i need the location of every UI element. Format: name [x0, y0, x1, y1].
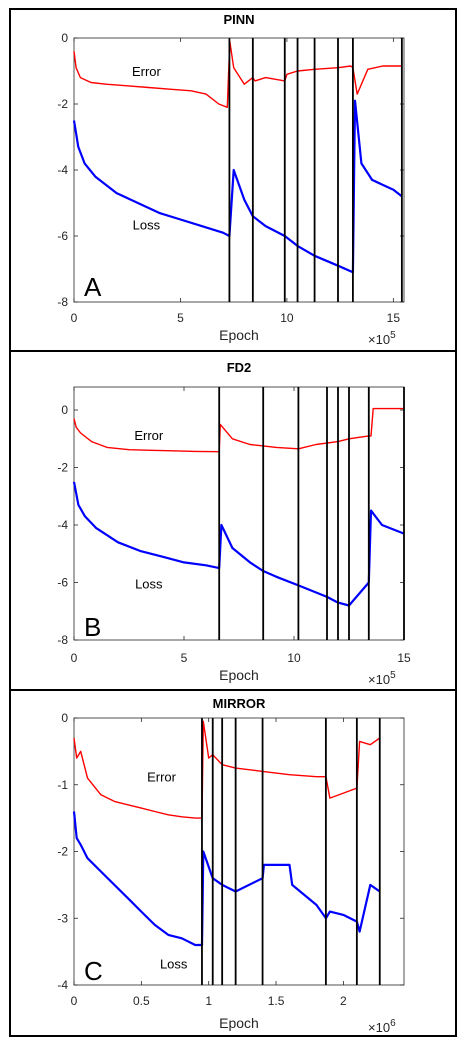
y-tick-label: -8 — [57, 295, 68, 309]
x-axis-multiplier: ×105 — [368, 330, 396, 347]
x-axis-multiplier: ×105 — [368, 670, 396, 687]
y-tick-label: 0 — [61, 711, 68, 725]
series-line-loss — [72, 481, 405, 607]
figure-frame — [9, 8, 457, 1037]
series-line-loss — [72, 99, 403, 274]
x-tick-label: 0 — [71, 994, 78, 1008]
x-axis-label: Epoch — [219, 1015, 259, 1031]
annotation-loss: Loss — [133, 217, 161, 232]
y-tick-label: -1 — [57, 778, 68, 792]
series-line-error — [73, 720, 381, 819]
panel-letter: A — [84, 272, 102, 302]
chart-title: MIRROR — [213, 696, 266, 711]
y-tick-label: -4 — [57, 518, 68, 532]
series-line-loss — [72, 811, 381, 947]
x-tick-label: 10 — [287, 651, 301, 665]
x-tick-label: 5 — [177, 311, 184, 325]
x-tick-label: 0.5 — [133, 994, 150, 1008]
x-tick-label: 15 — [387, 311, 401, 325]
y-tick-label: 0 — [61, 403, 68, 417]
y-tick-label: -2 — [57, 845, 68, 859]
y-tick-label: -4 — [57, 978, 68, 992]
y-tick-label: -3 — [57, 911, 68, 925]
x-tick-label: 5 — [181, 651, 188, 665]
y-tick-label: -2 — [57, 97, 68, 111]
y-tick-label: -2 — [57, 461, 68, 475]
series-line-error — [73, 40, 402, 109]
annotation-error: Error — [147, 769, 177, 784]
x-tick-label: 10 — [280, 311, 294, 325]
plot-area-frame — [73, 386, 405, 641]
y-tick-label: -6 — [57, 576, 68, 590]
x-tick-label: 15 — [397, 651, 411, 665]
x-tick-label: 2 — [340, 994, 347, 1008]
x-tick-label: 0 — [71, 651, 78, 665]
panel-separator — [9, 350, 457, 352]
x-tick-label: 1.5 — [268, 994, 285, 1008]
annotation-loss: Loss — [160, 956, 188, 971]
x-tick-label: 0 — [71, 311, 78, 325]
x-tick-label: 1 — [205, 994, 212, 1008]
annotation-loss: Loss — [135, 576, 163, 591]
annotation-error: Error — [132, 64, 162, 79]
annotation-error: Error — [134, 428, 164, 443]
chart-title: PINN — [223, 12, 254, 27]
plot-area-frame — [73, 717, 405, 986]
x-axis-label: Epoch — [219, 327, 259, 343]
panel-letter: B — [84, 612, 101, 642]
panel-separator — [9, 689, 457, 691]
x-axis-multiplier: ×106 — [368, 1018, 396, 1035]
y-tick-label: -8 — [57, 633, 68, 647]
x-axis-label: Epoch — [219, 667, 259, 683]
series-line-error — [73, 407, 404, 453]
chart-title: FD2 — [227, 360, 252, 375]
y-tick-label: -4 — [57, 163, 68, 177]
y-tick-label: 0 — [61, 31, 68, 45]
panel-letter: C — [84, 956, 103, 986]
y-tick-label: -6 — [57, 229, 68, 243]
